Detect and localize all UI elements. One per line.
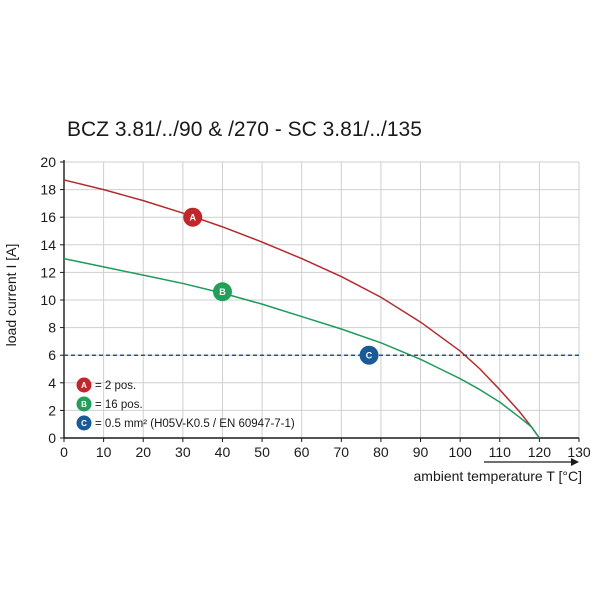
x-tick-label: 10 [96, 444, 112, 460]
x-axis-label: ambient temperature T [°C] [414, 468, 583, 484]
grid [64, 161, 580, 438]
series-line-a [63, 179, 540, 439]
legend-marker [76, 415, 92, 431]
legend-marker [76, 377, 92, 393]
y-tick-label: 4 [48, 375, 56, 391]
marker-label: C [366, 351, 373, 361]
x-tick-label: 80 [373, 444, 389, 460]
axes [60, 160, 580, 466]
marker-label: A [190, 213, 197, 223]
series-lines [63, 179, 579, 439]
y-axis-label: load current I [A] [3, 244, 19, 347]
legend-marker [76, 396, 92, 412]
legend-item-b: B = 16 pos. [76, 396, 143, 412]
x-axis-arrow-head [571, 458, 579, 466]
x-tick-label: 70 [334, 444, 350, 460]
legend-marker-label: C [81, 419, 87, 428]
y-tick-label: 18 [40, 182, 56, 198]
chart-title: BCZ 3.81/../90 & /270 - SC 3.81/../135 [67, 118, 422, 141]
y-tick-label: 10 [40, 292, 56, 308]
x-tick-label: 60 [294, 444, 310, 460]
y-tick-label: 2 [48, 402, 56, 418]
y-tick-label: 0 [48, 430, 56, 446]
marker-b: B [212, 282, 232, 302]
marker-circle [359, 345, 379, 365]
y-tick-label: 6 [48, 347, 56, 363]
x-tick-label: 0 [60, 444, 68, 460]
x-tick-label: 30 [175, 444, 191, 460]
legend-item-a: A = 2 pos. [76, 377, 136, 393]
y-tick-label: 16 [40, 209, 56, 225]
x-tick-label: 110 [489, 444, 512, 460]
legend-marker-label: A [81, 381, 87, 390]
legend-marker-label: B [81, 400, 87, 409]
series-markers: A B C [183, 207, 379, 365]
legend-label: = 2 pos. [95, 380, 136, 392]
x-tick-label: 40 [215, 444, 231, 460]
tick-labels: 0 10 20 30 40 50 60 70 80 90 100 110 120 130 0 2 4 6 8 10 12… [40, 154, 590, 460]
marker-c: C [359, 345, 379, 365]
legend-label: = 0.5 mm² (H05V-K0.5 / EN 60947-7-1) [95, 418, 295, 430]
y-tick-label: 8 [48, 320, 56, 336]
x-tick-label: 130 [567, 444, 591, 460]
marker-a: A [183, 207, 203, 227]
marker-circle [183, 207, 203, 227]
y-tick-label: 12 [40, 264, 56, 280]
x-tick-label: 20 [135, 444, 151, 460]
marker-label: B [219, 287, 226, 297]
x-tick-label: 100 [448, 444, 472, 460]
legend-item-c: C = 0.5 mm² (H05V-K0.5 / EN 60947-7-1) [76, 415, 295, 431]
marker-circle [212, 282, 232, 302]
legend-label: = 16 pos. [95, 399, 143, 411]
series-line-b [63, 257, 540, 439]
y-tick-label: 14 [40, 237, 56, 253]
y-tick-label: 20 [40, 154, 56, 170]
x-tick-label: 90 [413, 444, 429, 460]
x-tick-label: 50 [254, 444, 270, 460]
legend: A = 2 pos. B = 16 pos. C = 0.5 mm² (H05V-K0.5… [76, 377, 295, 431]
x-tick-label: 120 [528, 444, 552, 460]
